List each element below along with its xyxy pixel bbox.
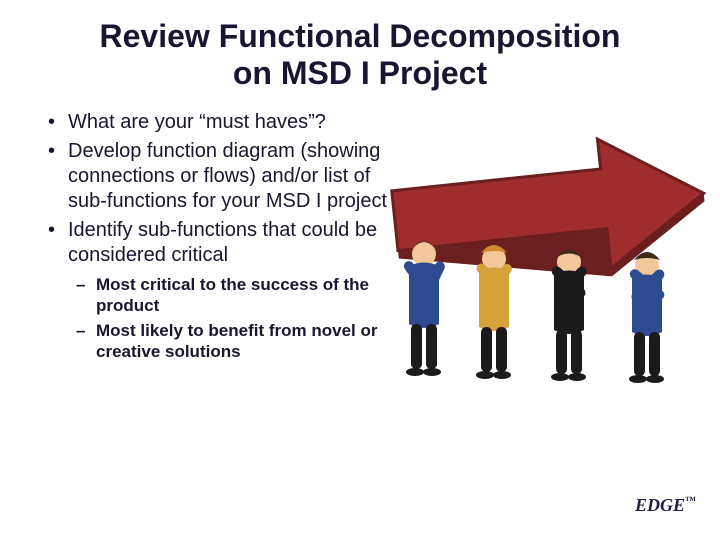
list-item: What are your “must haves”? [40, 110, 400, 135]
slide-title: Review Functional Decomposition on MSD I… [0, 0, 720, 102]
content-row: What are your “must haves”? Develop func… [0, 102, 720, 367]
sub-bullet-list: Most critical to the success of the prod… [40, 274, 400, 363]
title-line-2: on MSD I Project [233, 55, 487, 91]
bullet-list: What are your “must haves”? Develop func… [40, 110, 400, 268]
title-line-1: Review Functional Decomposition [100, 18, 621, 54]
list-item: Identify sub-functions that could be con… [40, 218, 400, 268]
list-item: Develop function diagram (showing connec… [40, 139, 400, 214]
list-item: Most critical to the success of the prod… [40, 274, 400, 317]
footer-brand: EDGE™ [635, 495, 696, 516]
arrow-people-icon [384, 114, 720, 394]
illustration-column [400, 110, 720, 367]
list-item: Most likely to benefit from novel or cre… [40, 320, 400, 363]
text-column: What are your “must haves”? Develop func… [40, 110, 400, 367]
brand-text: EDGE [635, 495, 685, 515]
brand-tm: ™ [685, 495, 696, 507]
